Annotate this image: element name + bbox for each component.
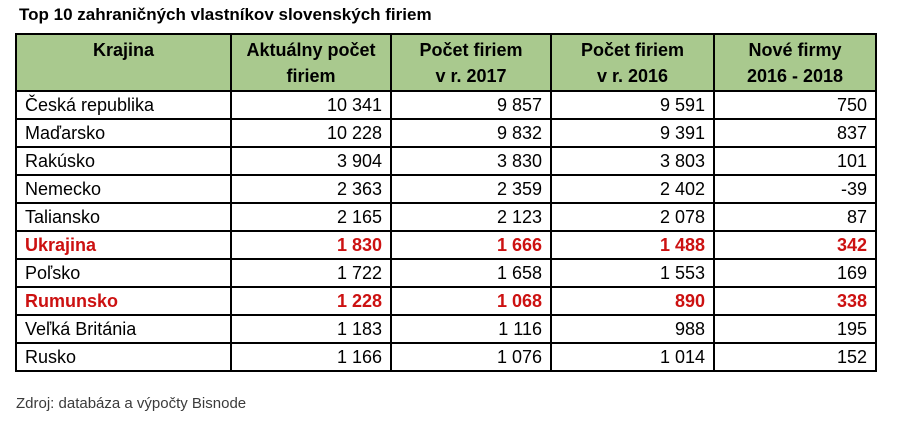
count-2016-cell: 1 488 [550,230,715,260]
current-count-cell: 1 183 [230,314,392,344]
new-firms-cell: 837 [713,118,877,148]
page-title: Top 10 zahraničných vlastníkov slovenský… [19,5,432,24]
new-firms-cell: 342 [713,230,877,260]
country-cell: Česká republika [15,90,232,120]
count-2016-cell: 9 391 [550,118,715,148]
new-firms-cell: 169 [713,258,877,288]
new-firms-cell: 152 [713,342,877,372]
count-2017-cell: 2 123 [390,202,552,232]
count-2017-cell: 9 857 [390,90,552,120]
count-2016-cell: 2 078 [550,202,715,232]
header-line: Aktuálny počet [246,40,376,60]
count-2017-cell: 9 832 [390,118,552,148]
count-2016-cell: 890 [550,286,715,316]
count-2016-cell: 988 [550,314,715,344]
header-line: v r. 2016 [596,66,669,86]
table-row: Nemecko 2 363 2 359 2 402 -39 [15,174,877,204]
new-firms-cell: 87 [713,202,877,232]
country-cell: Veľká Británia [15,314,232,344]
header-cell-pocet-2016: Počet firiem v r. 2016 [550,33,715,92]
count-2017-cell: 1 068 [390,286,552,316]
count-2016-cell: 9 591 [550,90,715,120]
header-line: Krajina [92,40,155,60]
country-cell: Rakúsko [15,146,232,176]
table-row: Česká republika 10 341 9 857 9 591 750 [15,90,877,120]
country-cell: Taliansko [15,202,232,232]
header-cell-aktualny-pocet: Aktuálny počet firiem [230,33,392,92]
header-line: Nové firmy [748,40,842,60]
count-2016-cell: 1 553 [550,258,715,288]
header-cell-nove-firmy: Nové firmy 2016 - 2018 [713,33,877,92]
current-count-cell: 3 904 [230,146,392,176]
table-body: Česká republika 10 341 9 857 9 591 750 M… [15,90,877,372]
table-header: Krajina Aktuálny počet firiem Počet firie… [15,33,877,92]
current-count-cell: 1 228 [230,286,392,316]
table-row: Rumunsko 1 228 1 068 890 338 [15,286,877,316]
count-2016-cell: 1 014 [550,342,715,372]
table-row: Rusko 1 166 1 076 1 014 152 [15,342,877,372]
owners-table: Krajina Aktuálny počet firiem Počet firie… [15,33,877,372]
header-line: v r. 2017 [435,66,507,86]
table-row: Poľsko 1 722 1 658 1 553 169 [15,258,877,288]
table-row: Veľká Británia 1 183 1 116 988 195 [15,314,877,344]
count-2017-cell: 1 658 [390,258,552,288]
header-cell-krajina: Krajina [15,33,232,92]
table-row: Maďarsko 10 228 9 832 9 391 837 [15,118,877,148]
header-line: Počet firiem [419,40,523,60]
country-cell: Rusko [15,342,232,372]
country-cell: Nemecko [15,174,232,204]
current-count-cell: 1 166 [230,342,392,372]
current-count-cell: 1 830 [230,230,392,260]
new-firms-cell: 195 [713,314,877,344]
count-2017-cell: 1 666 [390,230,552,260]
current-count-cell: 2 165 [230,202,392,232]
count-2017-cell: 2 359 [390,174,552,204]
current-count-cell: 10 341 [230,90,392,120]
count-2017-cell: 1 116 [390,314,552,344]
table-row: Ukrajina 1 830 1 666 1 488 342 [15,230,877,260]
table-row: Taliansko 2 165 2 123 2 078 87 [15,202,877,232]
count-2016-cell: 3 803 [550,146,715,176]
country-cell: Poľsko [15,258,232,288]
table-row: Rakúsko 3 904 3 830 3 803 101 [15,146,877,176]
new-firms-cell: 338 [713,286,877,316]
country-cell: Ukrajina [15,230,232,260]
header-line: 2016 - 2018 [746,66,844,86]
count-2016-cell: 2 402 [550,174,715,204]
header-cell-pocet-2017: Počet firiem v r. 2017 [390,33,552,92]
new-firms-cell: -39 [713,174,877,204]
header-line: firiem [286,66,336,86]
source-note: Zdroj: databáza a výpočty Bisnode [16,395,247,412]
current-count-cell: 1 722 [230,258,392,288]
new-firms-cell: 750 [713,90,877,120]
current-count-cell: 10 228 [230,118,392,148]
count-2017-cell: 1 076 [390,342,552,372]
count-2017-cell: 3 830 [390,146,552,176]
country-cell: Maďarsko [15,118,232,148]
header-line: Počet firiem [580,40,685,60]
new-firms-cell: 101 [713,146,877,176]
current-count-cell: 2 363 [230,174,392,204]
country-cell: Rumunsko [15,286,232,316]
